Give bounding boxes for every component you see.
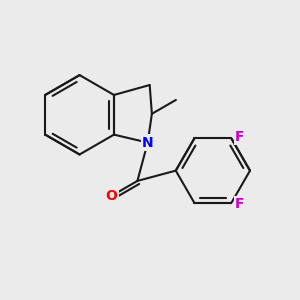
Text: O: O bbox=[106, 189, 118, 203]
Text: F: F bbox=[235, 130, 244, 144]
Text: N: N bbox=[142, 136, 154, 150]
Text: F: F bbox=[235, 197, 244, 211]
